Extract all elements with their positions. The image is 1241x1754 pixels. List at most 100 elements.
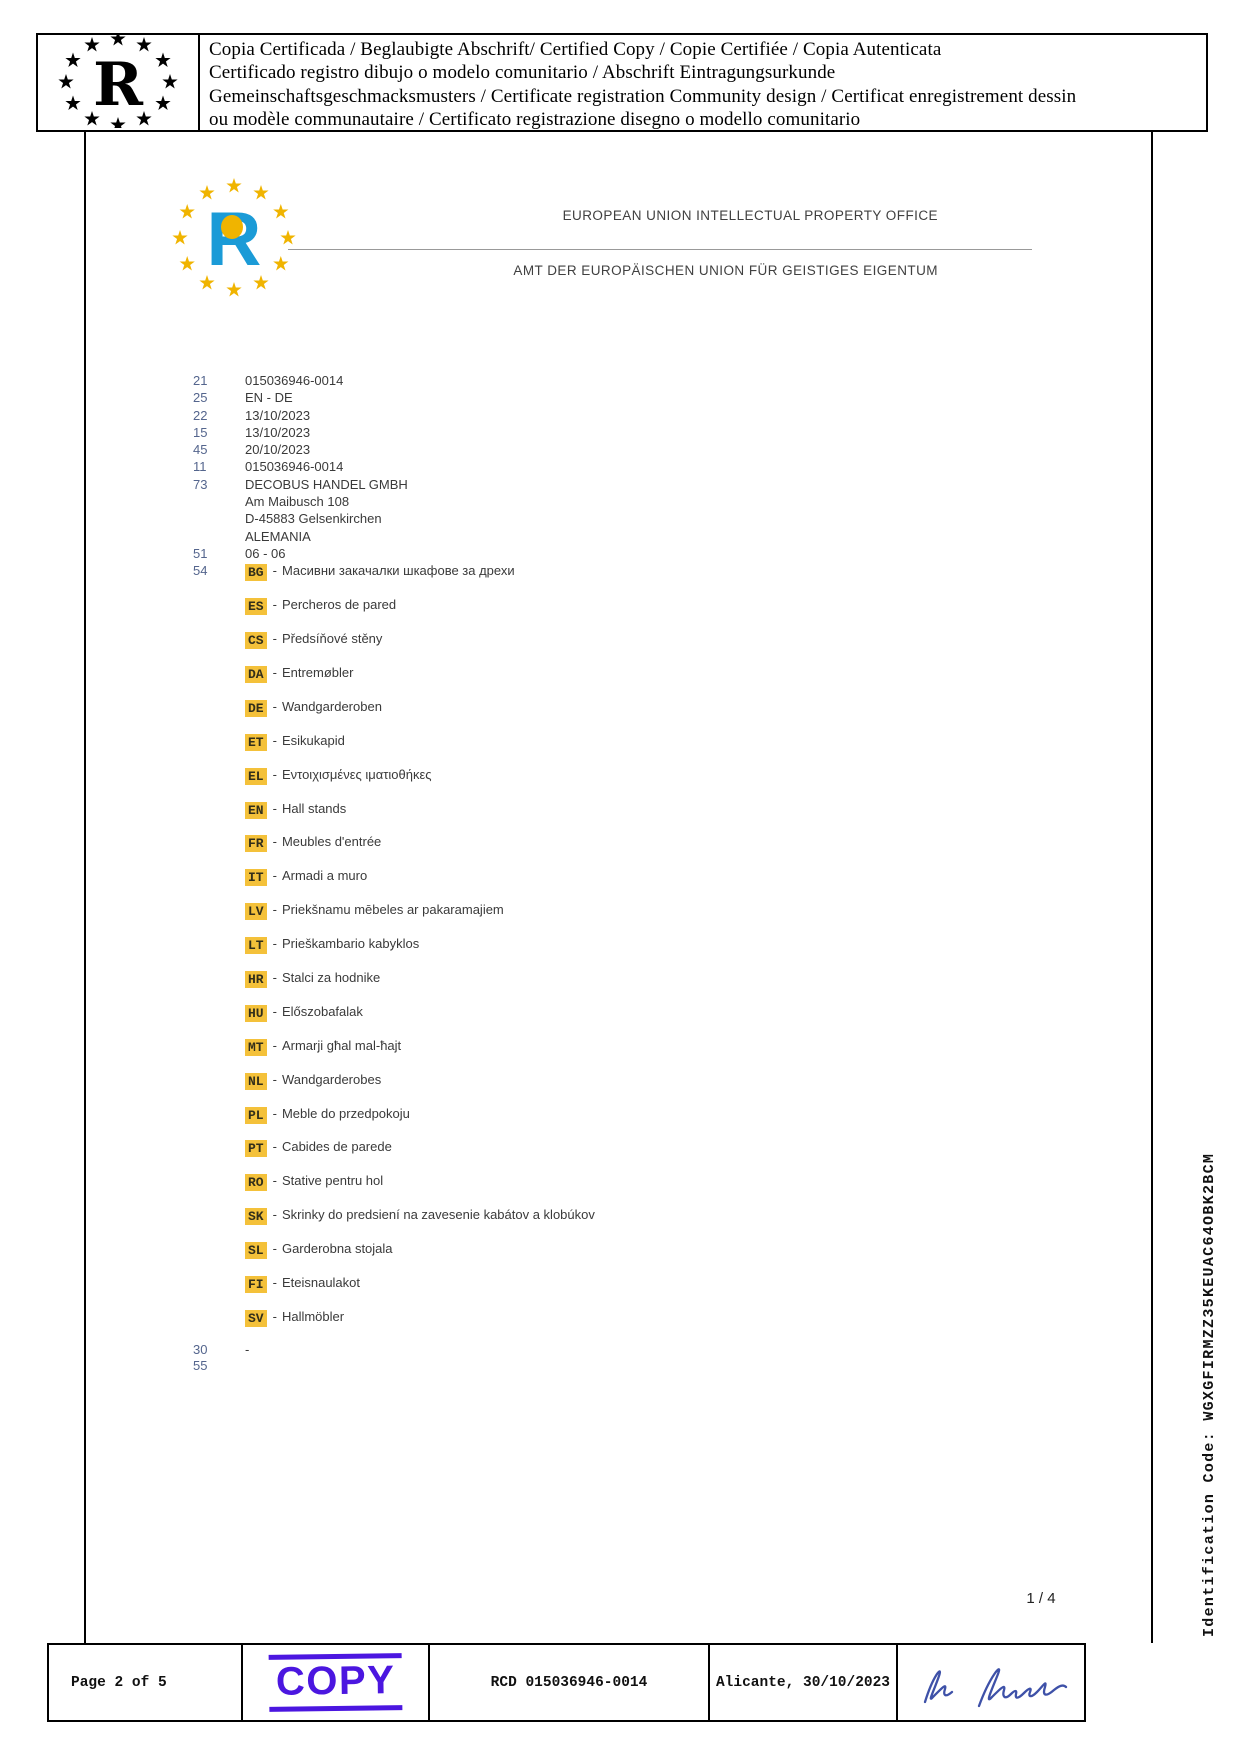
indication-text: Skrinky do predsiení na zavesenie kabáto… bbox=[281, 1207, 595, 1223]
field-value: 13/10/2023 bbox=[245, 407, 311, 423]
language-code-chip: MT bbox=[245, 1038, 267, 1056]
footer-rcd-cell: RCD 015036946-0014 bbox=[428, 1645, 708, 1720]
svg-text:R: R bbox=[93, 50, 144, 120]
office-divider bbox=[288, 249, 1032, 250]
product-indication: FR - Meubles d'entrée bbox=[245, 833, 595, 853]
field-row: 51 06 - 06 bbox=[193, 545, 1113, 562]
product-indication: ET - Esikukapid bbox=[245, 732, 595, 751]
copy-stamp: COPY bbox=[268, 1653, 403, 1712]
indication-separator: - bbox=[272, 1241, 277, 1257]
product-indication: HR - Stalci za hodnike bbox=[245, 969, 595, 988]
indication-separator: - bbox=[272, 800, 277, 816]
language-code-chip: PL bbox=[245, 1106, 267, 1124]
field-value: 20/10/2023 bbox=[245, 442, 311, 458]
product-indication: MT - Armarji għal mal-ħajt bbox=[245, 1037, 595, 1056]
language-code-chip: CS bbox=[245, 632, 267, 650]
certification-line: Copia Certificada / Beglaubigte Abschrif… bbox=[209, 39, 942, 60]
product-indication: HU - Előszobafalak bbox=[245, 1003, 595, 1022]
certification-text: Copia Certificada / Beglaubigte Abschrif… bbox=[200, 35, 1206, 130]
indication-separator: - bbox=[272, 563, 277, 579]
inid-code: 15 bbox=[193, 424, 208, 440]
office-name-de: AMT DER EUROPÄISCHEN UNION FÜR GEISTIGES… bbox=[513, 263, 938, 278]
product-indication: LT - Prieškambario kabyklos bbox=[245, 935, 595, 955]
bibliographic-fields: 21 015036946-0014 25 EN - DE 22 13/10/20… bbox=[193, 372, 1113, 1374]
certification-line: Gemeinschaftsgeschmacksmusters / Certifi… bbox=[209, 85, 1077, 107]
language-code-chip: RO bbox=[245, 1174, 267, 1192]
certification-line: Certificado registro dibujo o modelo com… bbox=[209, 62, 836, 84]
field-value: 015036946-0014 bbox=[245, 373, 344, 388]
certification-line: ou modèle communautaire / Certificato re… bbox=[209, 109, 861, 131]
footer-place-date: Alicante, 30/10/2023 bbox=[715, 1674, 891, 1691]
language-code-chip: FI bbox=[245, 1275, 267, 1293]
field-value: - bbox=[245, 1341, 250, 1357]
page-indicator: 1 / 4 bbox=[1026, 1590, 1056, 1607]
indication-separator: - bbox=[272, 969, 277, 985]
language-code-chip: EN bbox=[245, 801, 267, 819]
field-value: DECOBUS HANDEL GMBH Am Maibusch 108 D-4588… bbox=[245, 476, 408, 544]
product-indication: SK - Skrinky do predsiení na zavesenie kab… bbox=[245, 1206, 595, 1226]
indication-text: Wandgarderoben bbox=[281, 698, 382, 714]
indication-separator: - bbox=[272, 936, 277, 952]
trailing-fields: 30 - 55 bbox=[193, 1342, 1113, 1374]
indication-list: BG - Масивни закачалки шкафове за дрехи ES… bbox=[245, 562, 595, 1341]
indication-separator: - bbox=[272, 664, 277, 680]
product-indication: DE - Wandgarderoben bbox=[245, 698, 595, 717]
indication-text: Entremøbler bbox=[281, 664, 354, 680]
indication-text: Előszobafalak bbox=[281, 1003, 363, 1019]
field-row: 21 015036946-0014 bbox=[193, 372, 1113, 389]
inid-code: 54 bbox=[193, 563, 208, 579]
footer-table: Page 2 of 5 COPY RCD 015036946-0014 Alic… bbox=[47, 1643, 1086, 1722]
indication-text: Stalci za hodnike bbox=[281, 969, 381, 985]
indication-separator: - bbox=[272, 1139, 277, 1155]
inid-code: 25 bbox=[193, 390, 208, 406]
indication-text: Armarji għal mal-ħajt bbox=[281, 1037, 402, 1053]
footer-rcd-number: RCD 015036946-0014 bbox=[490, 1674, 648, 1691]
inid-code: 30 bbox=[193, 1341, 208, 1357]
footer-stamp-cell: COPY bbox=[241, 1645, 428, 1720]
indication-separator: - bbox=[272, 1308, 277, 1324]
indication-text: Esikukapid bbox=[281, 732, 345, 748]
signature-icon bbox=[923, 1667, 1068, 1707]
certification-banner: R Copia Certificada / Beglaubigte Abschr… bbox=[36, 33, 1208, 132]
indication-text: Priekšnamu mēbeles ar pakaramajiem bbox=[281, 902, 504, 918]
indication-text: Meubles d'entrée bbox=[281, 834, 382, 850]
indication-text: Cabides de parede bbox=[281, 1139, 392, 1155]
language-code-chip: LT bbox=[245, 937, 267, 955]
footer-signature-cell bbox=[896, 1645, 1084, 1720]
indication-text: Εντοιχισμένες ιματιοθήκες bbox=[281, 766, 432, 782]
language-code-chip: HU bbox=[245, 1004, 267, 1022]
product-indication: EN - Hall stands bbox=[245, 800, 595, 819]
field-value: EN - DE bbox=[245, 390, 293, 406]
field-row: 73 DECOBUS HANDEL GMBH Am Maibusch 108 D-4… bbox=[193, 476, 1113, 545]
indication-text: Percheros de pared bbox=[281, 597, 397, 613]
svg-text:R: R bbox=[207, 197, 262, 282]
indication-text: Wandgarderobes bbox=[281, 1071, 382, 1087]
inid-code: 45 bbox=[193, 442, 208, 458]
field-row: 30 - bbox=[193, 1342, 1113, 1358]
field-row: 11 015036946-0014 bbox=[193, 458, 1113, 475]
banner-logo-cell: R bbox=[38, 35, 200, 130]
indication-text: Eteisnaulakot bbox=[281, 1274, 361, 1290]
indication-separator: - bbox=[272, 1207, 277, 1223]
indication-separator: - bbox=[272, 597, 277, 613]
inid-code: 11 bbox=[193, 459, 207, 475]
indication-text: Předsíňové stěny bbox=[281, 631, 383, 647]
euipo-logo-icon: R bbox=[172, 178, 296, 297]
product-indication: FI - Eteisnaulakot bbox=[245, 1274, 595, 1293]
product-indication: SL - Garderobna stojala bbox=[245, 1240, 595, 1260]
language-code-chip: LV bbox=[245, 903, 267, 921]
footer-page-cell: Page 2 of 5 bbox=[49, 1645, 241, 1720]
inid-code: 55 bbox=[193, 1357, 208, 1373]
indication-separator: - bbox=[272, 766, 277, 782]
indication-text: Meble do przedpokoju bbox=[281, 1105, 410, 1121]
indication-separator: - bbox=[272, 1173, 277, 1189]
product-indication: SV - Hallmöbler bbox=[245, 1308, 595, 1327]
field-row: 55 bbox=[193, 1358, 1113, 1374]
indication-separator: - bbox=[272, 834, 277, 850]
language-code-chip: ET bbox=[245, 733, 267, 751]
indication-text: Garderobna stojala bbox=[281, 1241, 393, 1257]
language-code-chip: DE bbox=[245, 699, 267, 717]
field-row: 15 13/10/2023 bbox=[193, 424, 1113, 441]
indication-separator: - bbox=[272, 698, 277, 714]
product-indication: IT - Armadi a muro bbox=[245, 867, 595, 887]
